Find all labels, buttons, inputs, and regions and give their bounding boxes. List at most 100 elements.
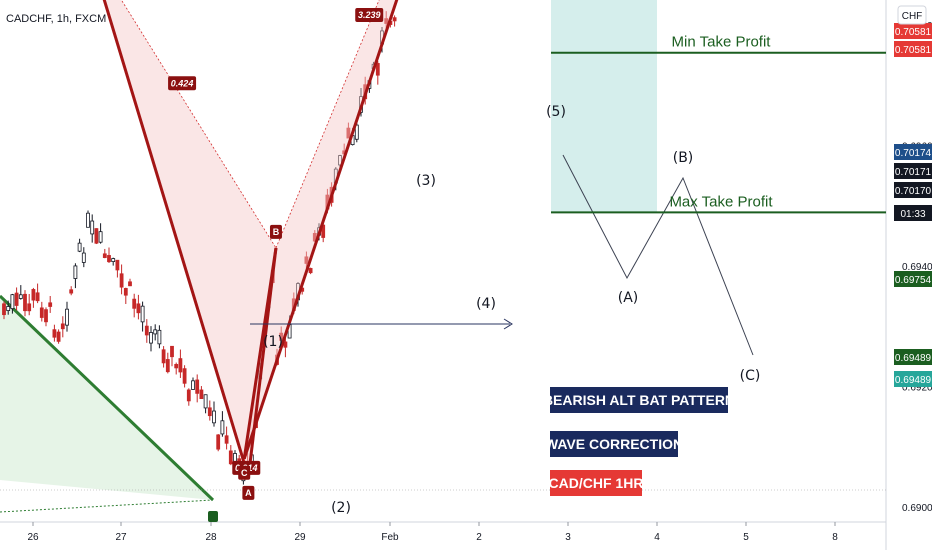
candle-body	[2, 303, 6, 316]
candle-body	[170, 345, 174, 358]
candle-body	[140, 305, 145, 323]
x-tick-label: 28	[205, 532, 217, 543]
candle-body	[31, 289, 36, 301]
candle-body	[392, 17, 397, 22]
candle-body	[191, 380, 195, 390]
point-label-bg	[238, 465, 251, 480]
candle-body	[165, 359, 170, 373]
candle-body	[203, 394, 208, 409]
price-badge-text: 0.69754	[895, 275, 932, 286]
ratio-label-bg	[355, 7, 384, 22]
candle-body	[375, 63, 380, 76]
candle-body	[48, 302, 53, 307]
candle-body	[102, 253, 107, 258]
price-badge-max-tp	[894, 349, 932, 365]
candle-body	[98, 231, 103, 243]
price-badge-text: 0.70581	[895, 27, 932, 38]
candle-body	[35, 292, 40, 302]
candle-body	[182, 368, 187, 384]
candle-body	[207, 407, 212, 417]
price-badge-text: 0.70170	[895, 186, 932, 197]
currency-badge[interactable]	[897, 5, 927, 25]
candle-body	[128, 281, 132, 287]
ratio-label: 0.424	[171, 78, 194, 88]
candle-body	[52, 329, 57, 338]
candle-body	[18, 294, 23, 299]
candle-body	[216, 434, 221, 450]
wave-projection	[562, 154, 754, 356]
candle-body	[220, 420, 225, 435]
pattern-leg	[242, 247, 278, 460]
x-tick-label: 29	[294, 532, 306, 543]
info-label: BEARISH ALT BAT PATTERN	[543, 392, 735, 408]
x-tick-label: 4	[654, 532, 660, 543]
candle-body	[60, 323, 65, 330]
candle-body	[65, 308, 69, 326]
countdown-text: 01:33	[900, 209, 925, 220]
candle-body	[199, 389, 204, 400]
candle-body	[27, 303, 32, 312]
x-tick-label: 26	[27, 532, 39, 543]
candle-body	[149, 332, 153, 344]
info-label-bg	[550, 431, 678, 457]
x-tick-label: 27	[115, 532, 127, 543]
x-tick-label: Feb	[381, 532, 399, 543]
ratio-label: 3.239	[358, 10, 381, 20]
point-label-a: A	[245, 488, 252, 498]
candle-body	[107, 255, 111, 263]
candle-body	[44, 309, 48, 323]
candle-body	[384, 18, 389, 24]
candle-body	[115, 259, 120, 271]
price-badge-stop-loss-2	[894, 41, 932, 57]
candle-body	[77, 242, 82, 252]
info-label: WAVE CORRECTION	[545, 436, 683, 452]
candle-body	[132, 298, 137, 309]
info-label-bg	[550, 470, 642, 496]
point-label-bg	[242, 485, 255, 500]
candle-body	[161, 349, 166, 364]
x-tick-label: 8	[832, 532, 838, 543]
candle-body	[123, 288, 128, 296]
x-tick-label: 3	[565, 532, 571, 543]
candle-body	[346, 127, 351, 139]
candle-body	[157, 329, 162, 345]
currency-badge-text: CHF	[902, 11, 923, 22]
max-tp-label: Max Take Profit	[669, 193, 773, 210]
price-badge-stop-loss	[894, 23, 932, 39]
xab-triangle	[104, 0, 276, 477]
x-tick-label: 5	[743, 532, 749, 543]
chart-title: CADCHF, 1h, FXCM	[6, 13, 106, 25]
candle-body	[195, 379, 200, 394]
price-badge-text: 0.69489	[895, 375, 932, 386]
candle-body	[153, 329, 158, 335]
countdown-badge	[894, 205, 932, 221]
prior-pattern-dotted	[0, 499, 214, 513]
info-label-bg	[550, 387, 728, 413]
candle-body	[39, 307, 44, 318]
point-label-b: B	[273, 227, 280, 237]
price-badge-text: 0.70174	[895, 148, 932, 159]
price-badge-min-tp	[894, 271, 932, 287]
info-label: CAD/CHF 1HR	[549, 475, 644, 491]
price-badge-sell-entry	[894, 144, 932, 160]
prior-pattern-leg	[0, 294, 215, 502]
candle-body	[354, 124, 359, 140]
candle-body	[338, 155, 342, 166]
pattern-leg	[102, 0, 250, 478]
candle-body	[73, 265, 78, 279]
wave-label: (A)	[618, 290, 639, 306]
candle-body	[186, 389, 191, 402]
candle-body	[136, 303, 141, 314]
candle-body	[86, 212, 90, 228]
candle-body	[119, 273, 124, 288]
point-label-c: C	[241, 468, 248, 478]
candle-body	[228, 450, 233, 465]
wave-label: (4)	[476, 296, 496, 312]
pattern-leg	[242, 0, 399, 460]
candle-body	[212, 410, 216, 424]
candle-body	[90, 220, 95, 235]
